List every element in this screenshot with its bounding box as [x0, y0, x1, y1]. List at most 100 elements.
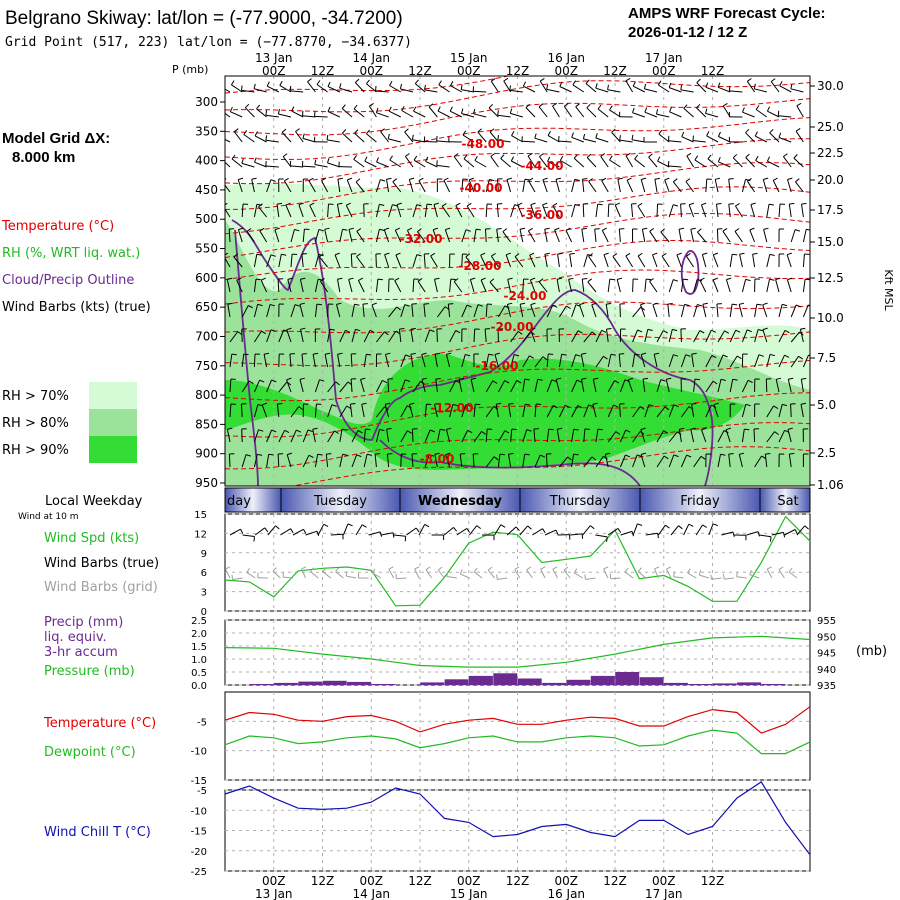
upper-wind-barb [632, 278, 639, 293]
upper-wind-barb [417, 277, 426, 293]
legend: Model Grid ΔX: 8.000 km Temperature (°C)… [1, 130, 151, 463]
grid-wind-barb [473, 567, 483, 579]
upper-wind-barb [356, 228, 365, 243]
cloud-outline-2 [234, 229, 259, 486]
surface-wind-barb [784, 529, 798, 536]
upper-wind-barb [351, 454, 362, 468]
upper-wind-barb [522, 378, 530, 393]
upper-wind-barb [802, 228, 810, 243]
upper-wind-barb [595, 83, 609, 93]
upper-wind-barb [466, 202, 475, 218]
upper-wind-barb [485, 228, 491, 243]
upper-wind-barb [586, 153, 597, 168]
upper-wind-barb [653, 352, 660, 368]
upper-wind-barb [506, 302, 513, 318]
upper-wind-barb [632, 329, 643, 343]
precip-bar [688, 684, 713, 685]
upper-wind-barb [657, 80, 670, 93]
precip-tick: 2.5 [191, 616, 207, 627]
upper-wind-barb [460, 84, 475, 93]
upper-wind-barb [290, 253, 298, 268]
upper-wind-barb [266, 254, 276, 268]
isotherm-label: -40.00 [460, 181, 503, 195]
upper-wind-barb [368, 102, 377, 118]
upper-wind-barb [510, 330, 523, 343]
upper-wind-barb [445, 352, 452, 368]
grid-wind-barb [540, 566, 546, 579]
upper-wind-barb [351, 328, 361, 343]
upper-wind-barb [700, 202, 707, 218]
upper-wind-barb [473, 304, 483, 318]
upper-wind-barb [302, 178, 309, 193]
upper-wind-barb [445, 427, 452, 443]
upper-wind-barb [461, 404, 471, 418]
weekday-caption: Local Weekday [45, 494, 143, 509]
upper-wind-barb [656, 203, 663, 218]
upper-wind-barb [339, 228, 348, 243]
isotherm-label: -28.00 [459, 259, 502, 273]
upper-wind-barb [413, 106, 426, 118]
upper-wind-barb [517, 202, 524, 218]
surface-wind-barb [456, 527, 471, 536]
upper-wind-barb [739, 252, 745, 268]
upper-wind-barb [362, 303, 368, 318]
upper-wind-barb [289, 160, 304, 168]
upper-wind-barb [559, 456, 572, 468]
upper-wind-barb [388, 204, 398, 218]
upper-wind-barb [583, 331, 597, 343]
upper-wind-barb [680, 203, 686, 218]
upper-wind-barb [509, 85, 523, 93]
upper-wind-barb [571, 405, 583, 418]
surface-wind-barb [582, 525, 595, 536]
upper-wind-barb [290, 229, 300, 243]
upper-wind-barb [266, 329, 276, 343]
upper-wind-barb [276, 202, 283, 218]
upper-wind-barb [375, 353, 382, 368]
upper-wind-barb [300, 327, 306, 343]
upper-wind-barb [705, 329, 717, 343]
upper-wind-barb [741, 428, 750, 443]
upper-wind-barb [778, 453, 785, 468]
grid-wind-barb [358, 573, 369, 579]
upper-wind-barb [229, 403, 236, 418]
upper-wind-barb [290, 304, 300, 318]
upper-wind-barb [546, 405, 558, 418]
upper-wind-barb [595, 329, 607, 343]
upper-wind-barb [473, 403, 481, 418]
upper-wind-barb [661, 252, 670, 268]
upper-wind-barb [609, 155, 621, 168]
upper-wind-barb [754, 329, 764, 343]
upper-wind-barb [632, 81, 646, 93]
upper-wind-barb [375, 278, 383, 293]
upper-wind-barb [605, 302, 612, 318]
upper-wind-barb [681, 131, 694, 143]
upper-wind-barb [278, 303, 285, 318]
upper-wind-barb [555, 377, 562, 393]
upper-wind-barb [717, 378, 726, 393]
upper-wind-barb [802, 253, 810, 268]
grid-wind-barb [609, 573, 621, 580]
upper-wind-barb [449, 278, 456, 293]
upper-wind-barb [547, 156, 560, 168]
upper-wind-barb [717, 82, 731, 93]
pressure-line [224, 635, 811, 668]
upper-wind-barb [327, 81, 341, 93]
upper-wind-barb [685, 252, 695, 268]
upper-wind-barb [572, 80, 585, 93]
upper-wind-barb [350, 378, 357, 393]
upper-wind-barb [497, 110, 511, 118]
upper-wind-barb [539, 153, 548, 168]
upper-wind-barb [436, 178, 443, 193]
top-date-label: 17 Jan [645, 51, 683, 65]
upper-wind-barb [558, 305, 571, 318]
upper-wind-barb [314, 303, 322, 318]
upper-wind-barb [400, 405, 412, 418]
dewpoint-label: Dewpoint (°C) [44, 745, 136, 760]
upper-wind-barb [241, 380, 254, 393]
upper-wind-barb [683, 104, 694, 118]
upper-wind-barb [363, 329, 375, 343]
upper-wind-barb [433, 202, 439, 218]
grid-wind-barb [437, 566, 445, 579]
upper-wind-barb [398, 328, 405, 343]
upper-wind-barb [356, 253, 365, 268]
